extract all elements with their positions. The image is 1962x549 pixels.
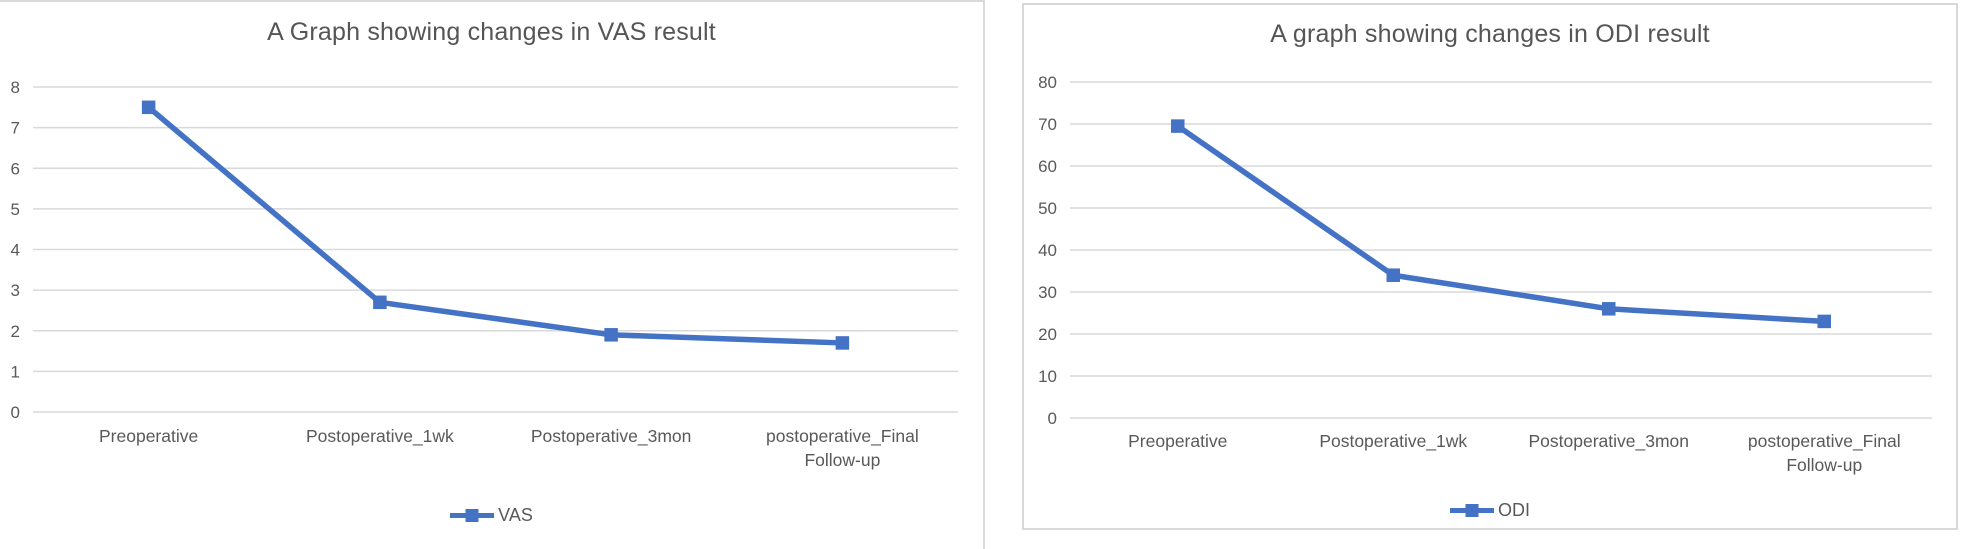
category-label: Preoperative (99, 426, 198, 446)
odi-chart-title: A graph showing changes in ODI result (1270, 20, 1710, 48)
series-line (1175, 123, 1827, 325)
category-label: Preoperative (1128, 431, 1227, 451)
data-point-marker (835, 336, 850, 350)
y-tick-label: 0 (11, 403, 20, 422)
y-tick-label: 60 (1038, 157, 1057, 176)
y-tick-label: 30 (1038, 283, 1057, 302)
vas-chart-panel: A Graph showing changes in VAS result 0 1… (0, 0, 985, 549)
data-point-marker (373, 295, 387, 310)
vas-chart-title: A Graph showing changes in VAS result (267, 18, 716, 46)
y-tick-label: 80 (1038, 73, 1057, 92)
series-line (145, 104, 846, 346)
data-point-marker (141, 100, 156, 115)
chart-svg: 0 1 2 3 4 5 6 7 8 Preoperative Postoperative_1wk Po… (11, 78, 958, 470)
data-point-marker (1386, 268, 1400, 282)
data-point-marker (1817, 314, 1831, 329)
y-tick-label: 50 (1038, 199, 1057, 218)
odi-legend-label: ODI (1497, 500, 1530, 520)
line-marker-icon (450, 508, 495, 523)
y-tick-label: 1 (11, 362, 20, 381)
category-label: Postoperative_3mon (531, 426, 692, 447)
odi-legend: ODI (1024, 500, 1956, 521)
vas-chart-plot-area: 0 1 2 3 4 5 6 7 8 Preoperative Postoperative_1wk Po… (0, 2, 985, 549)
chart-svg: 0 10 20 30 40 50 60 70 80 Preoperative Postoperati… (1038, 73, 1932, 475)
data-point-marker (604, 328, 618, 342)
data-point-marker (1171, 119, 1185, 133)
vas-legend-label: VAS (498, 505, 533, 525)
line-marker-icon (1449, 503, 1494, 518)
y-tick-label: 10 (1038, 367, 1057, 386)
y-tick-label: 3 (11, 281, 20, 300)
odi-chart-plot-area: 0 10 20 30 40 50 60 70 80 Preoperative Postoperati… (1024, 5, 1960, 537)
y-tick-label: 0 (1048, 409, 1057, 428)
category-label: postoperative_Final Follow-up (766, 426, 919, 470)
y-tick-label: 2 (11, 322, 20, 341)
y-tick-label: 8 (11, 78, 20, 97)
category-label: Postoperative_3mon (1528, 431, 1689, 452)
odi-chart-panel: A graph showing changes in ODI result 0 1… (1022, 3, 1958, 530)
y-tick-label: 5 (11, 200, 20, 219)
category-label: postoperative_Final Follow-up (1748, 431, 1901, 475)
data-point-marker (1602, 302, 1616, 316)
vas-legend: VAS (0, 505, 983, 526)
y-tick-label: 7 (11, 119, 20, 138)
y-tick-label: 40 (1038, 241, 1057, 260)
y-tick-label: 70 (1038, 115, 1057, 134)
y-tick-label: 6 (11, 159, 20, 178)
y-tick-label: 20 (1038, 325, 1057, 344)
category-label: Postoperative_1wk (306, 426, 454, 447)
category-label: Postoperative_1wk (1319, 431, 1467, 452)
y-tick-label: 4 (11, 241, 20, 260)
